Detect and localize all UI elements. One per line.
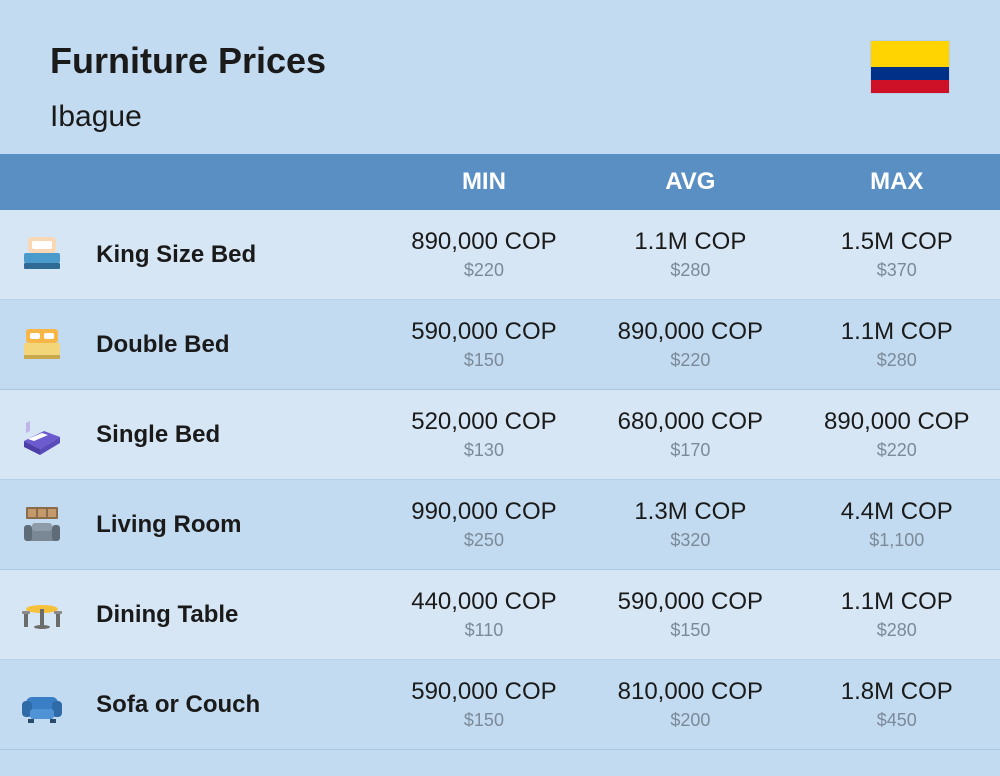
- prices-table: MIN AVG MAX King Size Bed890,000 COP$220…: [0, 154, 1000, 750]
- price-min-main: 890,000 COP: [381, 228, 587, 256]
- price-max-main: 1.5M COP: [794, 228, 1000, 256]
- price-avg-sub: $280: [587, 260, 793, 281]
- item-name: Double Bed: [84, 300, 381, 390]
- price-min-sub: $150: [381, 710, 587, 731]
- price-max: 4.4M COP $1,100: [794, 480, 1000, 570]
- price-max-sub: $220: [794, 440, 1000, 461]
- col-max: MAX: [794, 154, 1000, 210]
- sofa-icon: [0, 660, 84, 750]
- price-min-sub: $130: [381, 440, 587, 461]
- price-max-sub: $280: [794, 350, 1000, 371]
- table-row: Dining Table440,000 COP $110590,000 COP $1…: [0, 570, 1000, 660]
- flag-stripe-yellow: [871, 41, 949, 67]
- price-avg: 810,000 COP $200: [587, 660, 793, 750]
- price-max-main: 4.4M COP: [794, 498, 1000, 526]
- col-icon: [0, 154, 84, 210]
- single-bed-icon: [0, 390, 84, 480]
- living-room-icon: [0, 480, 84, 570]
- price-max: 1.5M COP $370: [794, 210, 1000, 300]
- price-avg: 890,000 COP $220: [587, 300, 793, 390]
- dining-table-icon: [0, 570, 84, 660]
- price-max-sub: $1,100: [794, 530, 1000, 551]
- table-row: Double Bed590,000 COP $150890,000 COP $220…: [0, 300, 1000, 390]
- price-avg-sub: $320: [587, 530, 793, 551]
- table-row: Single Bed520,000 COP $130680,000 COP $170…: [0, 390, 1000, 480]
- price-min: 590,000 COP $150: [381, 300, 587, 390]
- price-avg-sub: $170: [587, 440, 793, 461]
- page-title: Furniture Prices: [50, 40, 326, 82]
- price-min: 440,000 COP $110: [381, 570, 587, 660]
- price-min-sub: $110: [381, 620, 587, 641]
- item-name: Sofa or Couch: [84, 660, 381, 750]
- king-bed-icon: [0, 210, 84, 300]
- price-max-sub: $280: [794, 620, 1000, 641]
- price-min: 590,000 COP $150: [381, 660, 587, 750]
- price-max: 1.1M COP $280: [794, 300, 1000, 390]
- price-min-sub: $150: [381, 350, 587, 371]
- price-max: 1.8M COP $450: [794, 660, 1000, 750]
- flag-stripe-blue: [871, 67, 949, 80]
- price-avg-main: 810,000 COP: [587, 678, 793, 706]
- price-min: 520,000 COP $130: [381, 390, 587, 480]
- price-min-main: 440,000 COP: [381, 588, 587, 616]
- price-max: 890,000 COP $220: [794, 390, 1000, 480]
- price-min: 990,000 COP $250: [381, 480, 587, 570]
- price-avg: 680,000 COP $170: [587, 390, 793, 480]
- price-max-main: 1.1M COP: [794, 318, 1000, 346]
- price-avg: 590,000 COP $150: [587, 570, 793, 660]
- table-row: Living Room990,000 COP $2501.3M COP $3204.…: [0, 480, 1000, 570]
- item-name: Dining Table: [84, 570, 381, 660]
- price-min-sub: $220: [381, 260, 587, 281]
- price-max: 1.1M COP $280: [794, 570, 1000, 660]
- price-avg: 1.3M COP $320: [587, 480, 793, 570]
- price-max-main: 1.8M COP: [794, 678, 1000, 706]
- price-avg-sub: $200: [587, 710, 793, 731]
- price-avg-main: 1.1M COP: [587, 228, 793, 256]
- price-max-main: 890,000 COP: [794, 408, 1000, 436]
- price-avg: 1.1M COP $280: [587, 210, 793, 300]
- price-min-main: 990,000 COP: [381, 498, 587, 526]
- item-name: Living Room: [84, 480, 381, 570]
- price-min-main: 520,000 COP: [381, 408, 587, 436]
- double-bed-icon: [0, 300, 84, 390]
- price-min: 890,000 COP $220: [381, 210, 587, 300]
- price-avg-main: 590,000 COP: [587, 588, 793, 616]
- price-min-sub: $250: [381, 530, 587, 551]
- page-subtitle: Ibague: [50, 100, 326, 134]
- price-avg-main: 890,000 COP: [587, 318, 793, 346]
- price-avg-sub: $220: [587, 350, 793, 371]
- price-avg-main: 1.3M COP: [587, 498, 793, 526]
- price-avg-sub: $150: [587, 620, 793, 641]
- table-row: Sofa or Couch590,000 COP$150810,000 COP$…: [0, 660, 1000, 750]
- header: Furniture Prices Ibague: [0, 0, 1000, 154]
- price-max-main: 1.1M COP: [794, 588, 1000, 616]
- item-name: King Size Bed: [84, 210, 381, 300]
- header-text: Furniture Prices Ibague: [50, 40, 326, 134]
- price-max-sub: $370: [794, 260, 1000, 281]
- price-max-sub: $450: [794, 710, 1000, 731]
- price-avg-main: 680,000 COP: [587, 408, 793, 436]
- flag-stripe-red: [871, 80, 949, 93]
- table-row: King Size Bed890,000 COP $2201.1M COP $280…: [0, 210, 1000, 300]
- price-min-main: 590,000 COP: [381, 678, 587, 706]
- col-name: [84, 154, 381, 210]
- price-min-main: 590,000 COP: [381, 318, 587, 346]
- table-header-row: MIN AVG MAX: [0, 154, 1000, 210]
- col-min: MIN: [381, 154, 587, 210]
- col-avg: AVG: [587, 154, 793, 210]
- colombia-flag-icon: [870, 40, 950, 94]
- page: Furniture Prices Ibague MIN AVG MAX King…: [0, 0, 1000, 750]
- item-name: Single Bed: [84, 390, 381, 480]
